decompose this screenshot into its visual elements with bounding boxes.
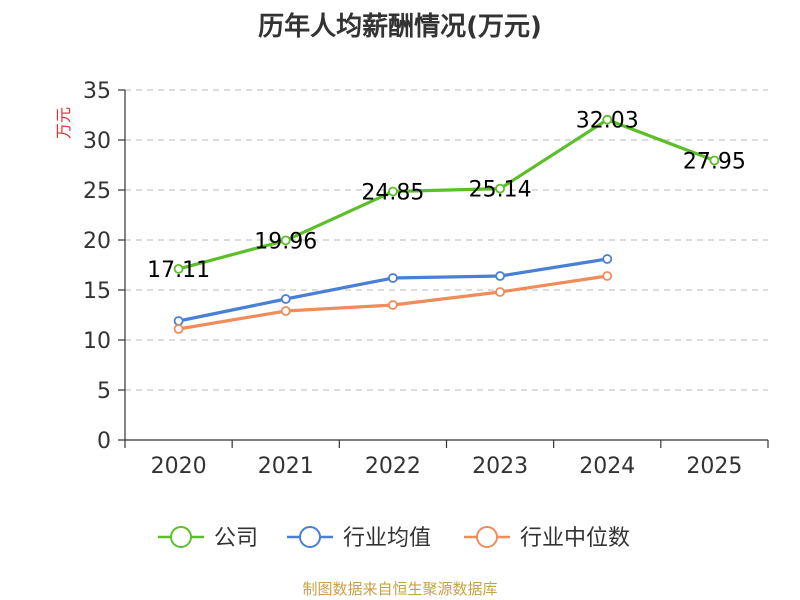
series-layer — [173, 114, 720, 334]
legend-item-1: 公司 — [158, 526, 258, 551]
x-tick-label: 2025 — [686, 454, 742, 479]
data-point — [388, 186, 398, 197]
data-point — [602, 114, 613, 125]
data-point — [495, 183, 505, 194]
y-tick-label: 35 — [83, 79, 111, 104]
data-label: 32.03 — [576, 109, 639, 134]
data-label: 19.96 — [254, 229, 317, 254]
x-tick-label: 2022 — [365, 454, 421, 479]
data-label: 27.95 — [683, 150, 746, 175]
series-line-1 — [178, 118, 715, 271]
data-point — [280, 294, 291, 304]
x-tick-label: 2020 — [151, 454, 207, 479]
legend-item-3: 行业中位数 — [464, 526, 630, 551]
x-tick-label: 2023 — [472, 454, 528, 479]
data-point — [602, 271, 613, 281]
data-point — [173, 263, 184, 274]
y-axis-label: 万元 — [54, 107, 73, 139]
data-point — [388, 273, 398, 283]
footer-source: 制图数据来自恒生聚源数据库 — [302, 580, 498, 598]
data-point — [173, 316, 184, 326]
legend-swatch-marker — [170, 526, 192, 548]
data-point — [495, 271, 505, 281]
data-point — [495, 287, 505, 297]
legend-swatch-marker — [299, 526, 321, 548]
data-point — [280, 306, 291, 316]
x-tick-label: 2024 — [579, 454, 635, 479]
data-label: 25.14 — [469, 178, 532, 203]
legend-label: 公司 — [214, 526, 258, 551]
y-tick-label: 5 — [97, 379, 111, 404]
y-tick-label: 30 — [83, 129, 111, 154]
legend-item-2: 行业均值 — [287, 526, 431, 551]
data-point — [602, 254, 613, 264]
y-tick-label: 20 — [83, 229, 111, 254]
label-layer: 17.11 19.96 24.85 25.14 32.03 27.95 — [147, 109, 746, 283]
data-point — [388, 300, 398, 310]
x-tick-label: 2021 — [258, 454, 314, 479]
data-point — [173, 324, 184, 334]
data-point — [280, 235, 291, 246]
y-tick-label: 10 — [83, 329, 111, 354]
data-label: 24.85 — [361, 181, 424, 206]
y-tick-label: 15 — [83, 279, 111, 304]
legend-label: 行业中位数 — [520, 526, 630, 551]
grid-layer — [125, 89, 768, 391]
legend-layer: 公司 行业均值 行业中位数 — [158, 526, 630, 551]
chart-title: 历年人均薪酬情况(万元) — [258, 12, 542, 42]
data-label: 17.11 — [147, 258, 210, 283]
legend-swatch-marker — [476, 526, 498, 548]
y-tick-label: 0 — [97, 429, 111, 454]
y-tick-label: 25 — [83, 179, 111, 204]
legend-label: 行业均值 — [343, 526, 431, 551]
data-point — [709, 155, 720, 166]
